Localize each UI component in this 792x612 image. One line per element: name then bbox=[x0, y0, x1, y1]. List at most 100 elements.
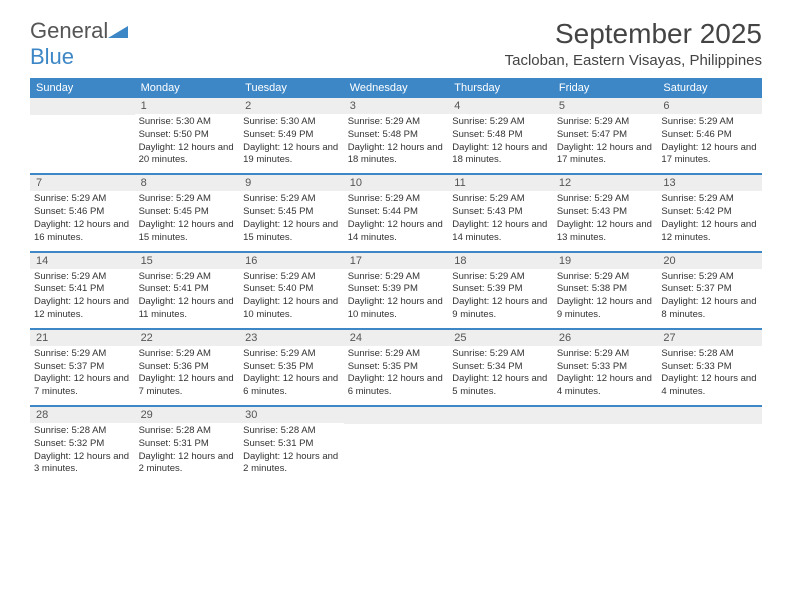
sunset-text: Sunset: 5:31 PM bbox=[139, 438, 236, 451]
empty-day bbox=[30, 98, 135, 115]
sunrise-text: Sunrise: 5:29 AM bbox=[348, 271, 445, 284]
day-number: 30 bbox=[239, 407, 344, 423]
header: General Blue September 2025 Tacloban, Ea… bbox=[0, 0, 792, 76]
sunrise-text: Sunrise: 5:29 AM bbox=[557, 271, 654, 284]
empty-day bbox=[657, 407, 762, 424]
daylight-text: Daylight: 12 hours and 15 minutes. bbox=[243, 219, 340, 245]
day-number: 13 bbox=[657, 175, 762, 191]
location: Tacloban, Eastern Visayas, Philippines bbox=[505, 52, 762, 69]
day-number: 16 bbox=[239, 253, 344, 269]
empty-day bbox=[344, 407, 449, 424]
day-number: 11 bbox=[448, 175, 553, 191]
day-info: Sunrise: 5:28 AMSunset: 5:32 PMDaylight:… bbox=[30, 423, 135, 476]
empty-day bbox=[448, 407, 553, 424]
day-cell: 16Sunrise: 5:29 AMSunset: 5:40 PMDayligh… bbox=[239, 253, 344, 328]
week-row: 21Sunrise: 5:29 AMSunset: 5:37 PMDayligh… bbox=[30, 330, 762, 407]
daylight-text: Daylight: 12 hours and 2 minutes. bbox=[243, 451, 340, 477]
sunset-text: Sunset: 5:34 PM bbox=[452, 361, 549, 374]
brand-general: General bbox=[30, 18, 108, 43]
sunrise-text: Sunrise: 5:29 AM bbox=[243, 348, 340, 361]
day-cell bbox=[657, 407, 762, 482]
day-cell: 13Sunrise: 5:29 AMSunset: 5:42 PMDayligh… bbox=[657, 175, 762, 250]
day-cell: 11Sunrise: 5:29 AMSunset: 5:43 PMDayligh… bbox=[448, 175, 553, 250]
day-cell: 28Sunrise: 5:28 AMSunset: 5:32 PMDayligh… bbox=[30, 407, 135, 482]
logo: General Blue bbox=[30, 18, 128, 70]
sunset-text: Sunset: 5:43 PM bbox=[452, 206, 549, 219]
week-row: 7Sunrise: 5:29 AMSunset: 5:46 PMDaylight… bbox=[30, 175, 762, 252]
day-info: Sunrise: 5:29 AMSunset: 5:37 PMDaylight:… bbox=[30, 346, 135, 399]
day-cell: 15Sunrise: 5:29 AMSunset: 5:41 PMDayligh… bbox=[135, 253, 240, 328]
day-cell: 6Sunrise: 5:29 AMSunset: 5:46 PMDaylight… bbox=[657, 98, 762, 173]
day-header-friday: Friday bbox=[553, 78, 658, 98]
week-row: 28Sunrise: 5:28 AMSunset: 5:32 PMDayligh… bbox=[30, 407, 762, 482]
day-info: Sunrise: 5:29 AMSunset: 5:43 PMDaylight:… bbox=[553, 191, 658, 244]
day-info: Sunrise: 5:30 AMSunset: 5:49 PMDaylight:… bbox=[239, 114, 344, 167]
day-header-sunday: Sunday bbox=[30, 78, 135, 98]
week-row: 14Sunrise: 5:29 AMSunset: 5:41 PMDayligh… bbox=[30, 253, 762, 330]
sunrise-text: Sunrise: 5:29 AM bbox=[557, 116, 654, 129]
day-cell bbox=[448, 407, 553, 482]
sunrise-text: Sunrise: 5:28 AM bbox=[34, 425, 131, 438]
daylight-text: Daylight: 12 hours and 3 minutes. bbox=[34, 451, 131, 477]
sunset-text: Sunset: 5:48 PM bbox=[452, 129, 549, 142]
day-number: 18 bbox=[448, 253, 553, 269]
day-header-thursday: Thursday bbox=[448, 78, 553, 98]
month-title: September 2025 bbox=[505, 18, 762, 50]
sunrise-text: Sunrise: 5:29 AM bbox=[243, 193, 340, 206]
day-info: Sunrise: 5:29 AMSunset: 5:48 PMDaylight:… bbox=[344, 114, 449, 167]
sunrise-text: Sunrise: 5:29 AM bbox=[661, 116, 758, 129]
day-info: Sunrise: 5:28 AMSunset: 5:33 PMDaylight:… bbox=[657, 346, 762, 399]
day-number: 7 bbox=[30, 175, 135, 191]
sunrise-text: Sunrise: 5:29 AM bbox=[452, 116, 549, 129]
sunset-text: Sunset: 5:41 PM bbox=[34, 283, 131, 296]
title-area: September 2025 Tacloban, Eastern Visayas… bbox=[505, 18, 762, 69]
day-number: 9 bbox=[239, 175, 344, 191]
daylight-text: Daylight: 12 hours and 20 minutes. bbox=[139, 142, 236, 168]
day-header-row: Sunday Monday Tuesday Wednesday Thursday… bbox=[30, 78, 762, 98]
day-cell: 18Sunrise: 5:29 AMSunset: 5:39 PMDayligh… bbox=[448, 253, 553, 328]
daylight-text: Daylight: 12 hours and 16 minutes. bbox=[34, 219, 131, 245]
week-row: 1Sunrise: 5:30 AMSunset: 5:50 PMDaylight… bbox=[30, 98, 762, 175]
daylight-text: Daylight: 12 hours and 5 minutes. bbox=[452, 373, 549, 399]
day-info: Sunrise: 5:29 AMSunset: 5:45 PMDaylight:… bbox=[239, 191, 344, 244]
logo-triangle-icon bbox=[108, 18, 128, 44]
daylight-text: Daylight: 12 hours and 10 minutes. bbox=[348, 296, 445, 322]
day-cell: 23Sunrise: 5:29 AMSunset: 5:35 PMDayligh… bbox=[239, 330, 344, 405]
day-cell: 17Sunrise: 5:29 AMSunset: 5:39 PMDayligh… bbox=[344, 253, 449, 328]
sunset-text: Sunset: 5:33 PM bbox=[661, 361, 758, 374]
day-number: 24 bbox=[344, 330, 449, 346]
day-cell: 7Sunrise: 5:29 AMSunset: 5:46 PMDaylight… bbox=[30, 175, 135, 250]
day-cell: 27Sunrise: 5:28 AMSunset: 5:33 PMDayligh… bbox=[657, 330, 762, 405]
day-cell: 19Sunrise: 5:29 AMSunset: 5:38 PMDayligh… bbox=[553, 253, 658, 328]
day-number: 29 bbox=[135, 407, 240, 423]
day-info: Sunrise: 5:29 AMSunset: 5:42 PMDaylight:… bbox=[657, 191, 762, 244]
day-cell: 30Sunrise: 5:28 AMSunset: 5:31 PMDayligh… bbox=[239, 407, 344, 482]
daylight-text: Daylight: 12 hours and 19 minutes. bbox=[243, 142, 340, 168]
sunrise-text: Sunrise: 5:28 AM bbox=[139, 425, 236, 438]
sunset-text: Sunset: 5:36 PM bbox=[139, 361, 236, 374]
sunset-text: Sunset: 5:38 PM bbox=[557, 283, 654, 296]
day-info: Sunrise: 5:29 AMSunset: 5:34 PMDaylight:… bbox=[448, 346, 553, 399]
daylight-text: Daylight: 12 hours and 10 minutes. bbox=[243, 296, 340, 322]
day-number: 25 bbox=[448, 330, 553, 346]
sunset-text: Sunset: 5:39 PM bbox=[452, 283, 549, 296]
sunrise-text: Sunrise: 5:29 AM bbox=[243, 271, 340, 284]
day-number: 5 bbox=[553, 98, 658, 114]
sunrise-text: Sunrise: 5:29 AM bbox=[348, 116, 445, 129]
sunset-text: Sunset: 5:46 PM bbox=[34, 206, 131, 219]
day-cell bbox=[344, 407, 449, 482]
sunset-text: Sunset: 5:47 PM bbox=[557, 129, 654, 142]
day-info: Sunrise: 5:29 AMSunset: 5:47 PMDaylight:… bbox=[553, 114, 658, 167]
day-cell: 20Sunrise: 5:29 AMSunset: 5:37 PMDayligh… bbox=[657, 253, 762, 328]
calendar: Sunday Monday Tuesday Wednesday Thursday… bbox=[30, 78, 762, 482]
day-info: Sunrise: 5:30 AMSunset: 5:50 PMDaylight:… bbox=[135, 114, 240, 167]
day-number: 1 bbox=[135, 98, 240, 114]
day-info: Sunrise: 5:29 AMSunset: 5:41 PMDaylight:… bbox=[30, 269, 135, 322]
daylight-text: Daylight: 12 hours and 11 minutes. bbox=[139, 296, 236, 322]
daylight-text: Daylight: 12 hours and 8 minutes. bbox=[661, 296, 758, 322]
sunset-text: Sunset: 5:35 PM bbox=[243, 361, 340, 374]
sunrise-text: Sunrise: 5:30 AM bbox=[139, 116, 236, 129]
day-info: Sunrise: 5:29 AMSunset: 5:36 PMDaylight:… bbox=[135, 346, 240, 399]
day-cell: 25Sunrise: 5:29 AMSunset: 5:34 PMDayligh… bbox=[448, 330, 553, 405]
sunset-text: Sunset: 5:37 PM bbox=[661, 283, 758, 296]
